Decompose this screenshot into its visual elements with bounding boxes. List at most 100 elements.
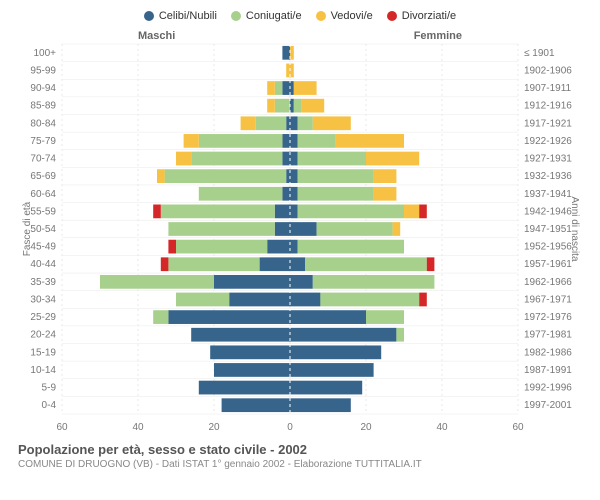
legend-item: Vedovi/e xyxy=(316,10,373,22)
legend-swatch xyxy=(144,11,154,21)
bar-female xyxy=(290,363,374,377)
chart-title: Popolazione per età, sesso e stato civil… xyxy=(18,442,582,457)
x-tick: 20 xyxy=(208,422,220,433)
bar-female xyxy=(298,187,374,201)
bar-female xyxy=(290,381,362,395)
bar-male xyxy=(282,81,290,95)
bar-female xyxy=(290,257,305,271)
birth-year-label: 1902-1906 xyxy=(524,65,572,76)
age-label: 50-54 xyxy=(30,224,56,235)
birth-year-label: 1967-1971 xyxy=(524,294,572,305)
birth-year-label: 1947-1951 xyxy=(524,224,572,235)
bar-female xyxy=(404,205,419,219)
bar-male xyxy=(267,81,275,95)
bar-male xyxy=(282,187,290,201)
bar-female xyxy=(294,99,302,113)
bar-male xyxy=(256,116,286,130)
legend-label: Vedovi/e xyxy=(331,10,373,22)
birth-year-label: 1972-1976 xyxy=(524,312,572,323)
chart-subtitle: COMUNE DI DRUOGNO (VB) - Dati ISTAT 1° g… xyxy=(18,459,582,470)
bar-male xyxy=(153,205,161,219)
age-label: 70-74 xyxy=(30,154,56,165)
birth-year-label: 1962-1966 xyxy=(524,277,572,288)
age-label: 60-64 xyxy=(30,189,56,200)
bar-male xyxy=(176,293,229,307)
bar-female xyxy=(290,222,317,236)
bar-female xyxy=(298,152,366,166)
bar-male xyxy=(286,64,290,78)
bar-male xyxy=(222,398,290,412)
birth-year-label: 1942-1946 xyxy=(524,206,572,217)
bar-male xyxy=(168,222,274,236)
age-label: 55-59 xyxy=(30,206,56,217)
x-tick: 40 xyxy=(132,422,144,433)
birth-year-label: 1917-1921 xyxy=(524,118,572,129)
legend-swatch xyxy=(316,11,326,21)
bar-female xyxy=(427,257,435,271)
age-label: 35-39 xyxy=(30,277,56,288)
bar-male xyxy=(210,345,290,359)
bar-male xyxy=(176,152,191,166)
bar-male xyxy=(165,169,287,183)
birth-year-label: 1952-1956 xyxy=(524,242,572,253)
bar-female xyxy=(294,81,317,95)
bar-male xyxy=(282,152,290,166)
age-label: 100+ xyxy=(33,48,56,59)
age-label: 75-79 xyxy=(30,136,56,147)
age-label: 45-49 xyxy=(30,242,56,253)
bar-male xyxy=(157,169,165,183)
age-label: 90-94 xyxy=(30,83,56,94)
bar-female xyxy=(290,310,366,324)
age-label: 10-14 xyxy=(30,365,56,376)
bar-male xyxy=(260,257,290,271)
bar-female xyxy=(290,187,298,201)
bar-female xyxy=(320,293,419,307)
bar-female xyxy=(419,205,427,219)
birth-year-label: 1957-1961 xyxy=(524,259,572,270)
age-label: 85-89 xyxy=(30,101,56,112)
pyramid-svg: 100+ ≤ 1901 95-99 1902-1906 90-94 1907-1911 85… xyxy=(18,26,582,436)
bar-female xyxy=(290,81,294,95)
bar-male xyxy=(214,363,290,377)
bar-female xyxy=(298,240,404,254)
bar-male xyxy=(191,328,290,342)
bar-male xyxy=(214,275,290,289)
bar-female xyxy=(290,275,313,289)
bar-female xyxy=(298,169,374,183)
legend-swatch xyxy=(387,11,397,21)
birth-year-label: ≤ 1901 xyxy=(524,48,555,59)
age-label: 65-69 xyxy=(30,171,56,182)
birth-year-label: 1932-1936 xyxy=(524,171,572,182)
bar-female xyxy=(313,275,435,289)
birth-year-label: 1927-1931 xyxy=(524,154,572,165)
bar-male xyxy=(199,134,283,148)
bar-female xyxy=(290,345,381,359)
bar-female xyxy=(393,222,401,236)
birth-year-label: 1907-1911 xyxy=(524,83,572,94)
bar-male xyxy=(286,169,290,183)
age-label: 95-99 xyxy=(30,65,56,76)
bar-female xyxy=(305,257,427,271)
legend-item: Coniugati/e xyxy=(231,10,302,22)
birth-year-label: 1987-1991 xyxy=(524,365,572,376)
bar-male xyxy=(286,116,290,130)
bar-male xyxy=(282,134,290,148)
bar-male xyxy=(184,134,199,148)
bar-male xyxy=(282,46,290,60)
bar-male xyxy=(267,240,290,254)
bar-female xyxy=(290,116,298,130)
bar-female xyxy=(290,46,294,60)
birth-year-label: 1997-2001 xyxy=(524,400,572,411)
age-label: 40-44 xyxy=(30,259,56,270)
bar-male xyxy=(161,257,169,271)
bar-female xyxy=(290,205,298,219)
birth-year-label: 1982-1986 xyxy=(524,347,572,358)
bar-female xyxy=(290,134,298,148)
bar-male xyxy=(199,187,283,201)
bar-male xyxy=(275,81,283,95)
bar-male xyxy=(241,116,256,130)
x-tick: 60 xyxy=(56,422,68,433)
age-label: 0-4 xyxy=(42,400,57,411)
legend-item: Divorziati/e xyxy=(387,10,456,22)
bar-male xyxy=(199,381,290,395)
